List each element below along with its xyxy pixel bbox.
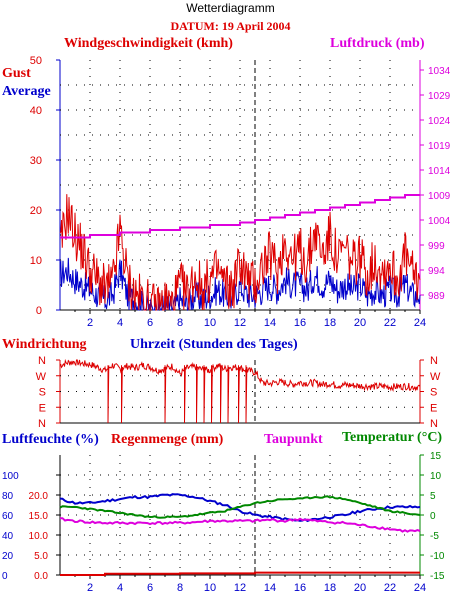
temperature-tick-label: 15 — [430, 451, 442, 462]
direction-left-tick-label: W — [36, 371, 47, 383]
pressure-y-tick-label: 1024 — [428, 116, 451, 127]
pressure-y-tick-label: 994 — [428, 266, 445, 277]
direction-series-line — [59, 358, 421, 424]
dewpoint-label: Taupunkt — [264, 432, 323, 447]
direction-right-tick-label: E — [430, 402, 437, 414]
wind-y-tick-label: 40 — [30, 105, 42, 117]
rain-series-line — [60, 571, 420, 576]
wind-x-tick-label: 24 — [414, 317, 426, 329]
pressure-y-tick-label: 1009 — [428, 191, 451, 202]
climate-x-tick-label: 8 — [177, 582, 183, 594]
rain-tick-label: 5.0 — [34, 551, 48, 562]
wind-direction-label: Windrichtung — [2, 337, 87, 352]
wind-x-tick-label: 8 — [177, 317, 183, 329]
temperature-tick-label: -10 — [430, 551, 445, 562]
time-axis-label: Uhrzeit (Stunden des Tages) — [130, 337, 298, 352]
climate-x-tick-label: 18 — [324, 582, 336, 594]
temperature-tick-label: -5 — [430, 531, 439, 542]
average-label: Average — [2, 84, 51, 99]
wind-x-tick-label: 20 — [354, 317, 366, 329]
pressure-y-tick-label: 1014 — [428, 166, 451, 177]
gust-series-line — [59, 194, 421, 311]
direction-right-tick-label: N — [430, 418, 438, 430]
direction-right-tick-label: S — [430, 387, 437, 399]
temperature-tick-label: 5 — [430, 491, 436, 502]
wind-x-tick-label: 6 — [147, 317, 153, 329]
climate-x-tick-label: 2 — [87, 582, 93, 594]
climate-x-tick-label: 4 — [117, 582, 123, 594]
pressure-y-tick-label: 1019 — [428, 141, 451, 152]
chart-title: Wetterdiagramm — [186, 1, 275, 15]
wind-y-tick-label: 0 — [36, 305, 42, 317]
wind-x-tick-label: 16 — [294, 317, 306, 329]
climate-x-tick-label: 24 — [414, 582, 426, 594]
direction-left-tick-label: E — [39, 402, 46, 414]
humidity-label: Luftfeuchte (%) — [2, 432, 99, 447]
wind-y-tick-label: 20 — [30, 205, 42, 217]
wind-y-tick-label: 10 — [30, 255, 42, 267]
pressure-series-line — [60, 194, 420, 239]
temperature-tick-label: -15 — [430, 571, 445, 582]
climate-x-tick-label: 14 — [264, 582, 276, 594]
climate-x-tick-label: 12 — [234, 582, 246, 594]
pressure-label: Luftdruck (mb) — [330, 36, 425, 51]
direction-left-tick-label: N — [38, 355, 46, 367]
humidity-tick-label: 20 — [2, 551, 14, 562]
direction-right-tick-label: W — [430, 371, 441, 383]
pressure-y-tick-label: 989 — [428, 291, 445, 302]
rain-tick-label: 20.0 — [29, 491, 49, 502]
wind-x-tick-label: 2 — [87, 317, 93, 329]
rain-tick-label: 15.0 — [29, 511, 49, 522]
chart-date: DATUM: 19 April 2004 — [170, 19, 291, 33]
climate-x-tick-label: 10 — [204, 582, 216, 594]
climate-x-tick-label: 6 — [147, 582, 153, 594]
wind-x-tick-label: 10 — [204, 317, 216, 329]
rain-tick-label: 10.0 — [29, 531, 49, 542]
humidity-tick-label: 60 — [2, 511, 14, 522]
humidity-tick-label: 100 — [2, 471, 19, 482]
temperature-label: Temperatur (°C) — [342, 430, 443, 445]
climate-x-tick-label: 20 — [354, 582, 366, 594]
humidity-tick-label: 0 — [2, 571, 8, 582]
pressure-y-tick-label: 1004 — [428, 216, 451, 227]
gust-label: Gust — [2, 66, 31, 81]
pressure-y-tick-label: 999 — [428, 241, 445, 252]
direction-left-tick-label: N — [38, 418, 46, 430]
wind-x-tick-label: 12 — [234, 317, 246, 329]
rain-tick-label: 0.0 — [34, 571, 48, 582]
rain-label: Regenmenge (mm) — [111, 432, 224, 447]
dewpoint-series-line — [60, 517, 421, 533]
climate-x-tick-label: 22 — [384, 582, 396, 594]
temperature-tick-label: 0 — [430, 511, 436, 522]
pressure-y-tick-label: 1034 — [428, 66, 451, 77]
pressure-y-tick-label: 1029 — [428, 91, 451, 102]
humidity-tick-label: 40 — [2, 531, 14, 542]
wind-y-tick-label: 50 — [30, 55, 42, 67]
climate-x-tick-label: 16 — [294, 582, 306, 594]
humidity-tick-label: 80 — [2, 491, 14, 502]
wind-x-tick-label: 22 — [384, 317, 396, 329]
wind-x-tick-label: 18 — [324, 317, 336, 329]
humidity-series-line — [59, 493, 421, 523]
wind-y-tick-label: 30 — [30, 155, 42, 167]
wind-speed-label: Windgeschwindigkeit (kmh) — [64, 36, 233, 51]
wind-x-tick-label: 4 — [117, 317, 123, 329]
direction-right-tick-label: N — [430, 355, 438, 367]
direction-left-tick-label: S — [39, 387, 46, 399]
wind-x-tick-label: 14 — [264, 317, 276, 329]
temperature-series-line — [59, 495, 421, 519]
temperature-tick-label: 10 — [430, 471, 442, 482]
